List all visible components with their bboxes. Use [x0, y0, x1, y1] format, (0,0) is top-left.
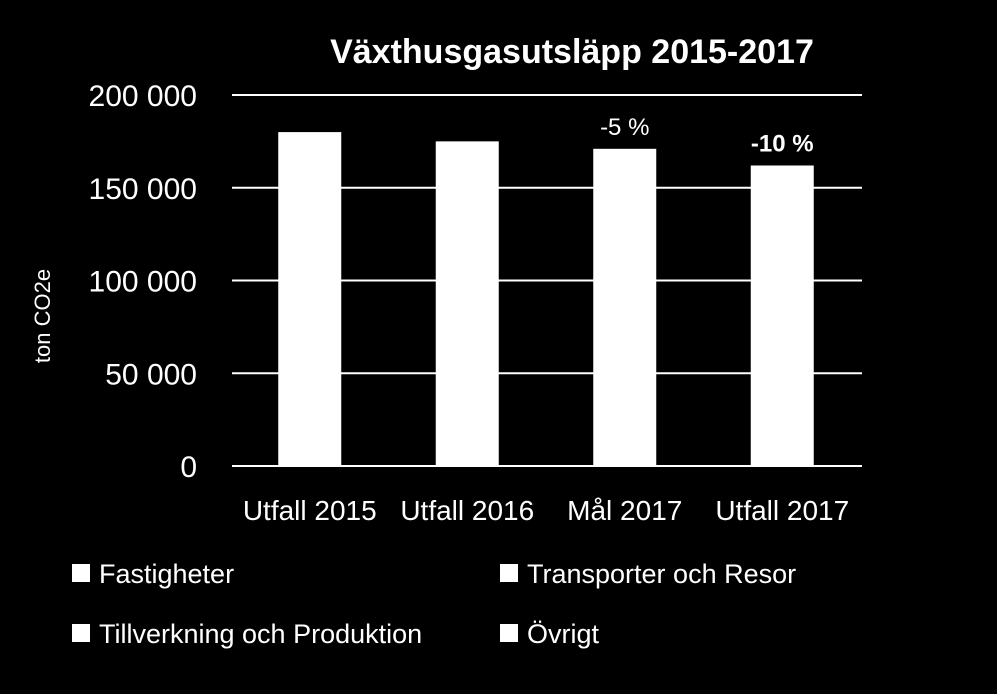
- y-axis-ticks: 0 50 000 100 000 150 000 200 000: [89, 80, 197, 484]
- y-tick-label: 150 000: [89, 173, 197, 206]
- bar: [435, 141, 499, 466]
- chart-title: Växthusgasutsläpp 2015-2017: [330, 33, 814, 71]
- legend-label: Fastigheter: [99, 559, 234, 589]
- y-tick-label: 100 000: [89, 266, 197, 299]
- legend-label: Transporter och Resor: [527, 559, 796, 589]
- x-axis-ticks: Utfall 2015 Utfall 2016 Mål 2017 Utfall 201…: [243, 495, 849, 526]
- x-tick-label: Utfall 2017: [715, 495, 849, 526]
- data-labels: -5 % -10 %: [600, 114, 814, 158]
- bar: [278, 132, 342, 466]
- legend-label: Övrigt: [527, 619, 600, 649]
- legend-label: Tillverkning och Produktion: [99, 619, 422, 649]
- y-tick-label: 200 000: [89, 80, 197, 113]
- y-tick-label: 50 000: [105, 358, 197, 391]
- x-tick-label: Mål 2017: [567, 495, 682, 526]
- x-tick-label: Utfall 2016: [400, 495, 534, 526]
- legend-swatch: [500, 564, 518, 582]
- bar: [750, 165, 814, 467]
- y-axis-title: ton CO2e: [30, 269, 55, 363]
- legend-swatch: [72, 564, 90, 582]
- bar: [593, 148, 657, 467]
- legend-swatch: [72, 624, 90, 642]
- x-tick-label: Utfall 2015: [243, 495, 377, 526]
- bars: [278, 132, 814, 467]
- legend: Fastigheter Transporter och Resor Tillverk…: [72, 559, 796, 649]
- data-label: -10 %: [751, 130, 814, 157]
- legend-swatch: [500, 624, 518, 642]
- data-label: -5 %: [600, 114, 649, 141]
- y-tick-label: 0: [180, 451, 197, 484]
